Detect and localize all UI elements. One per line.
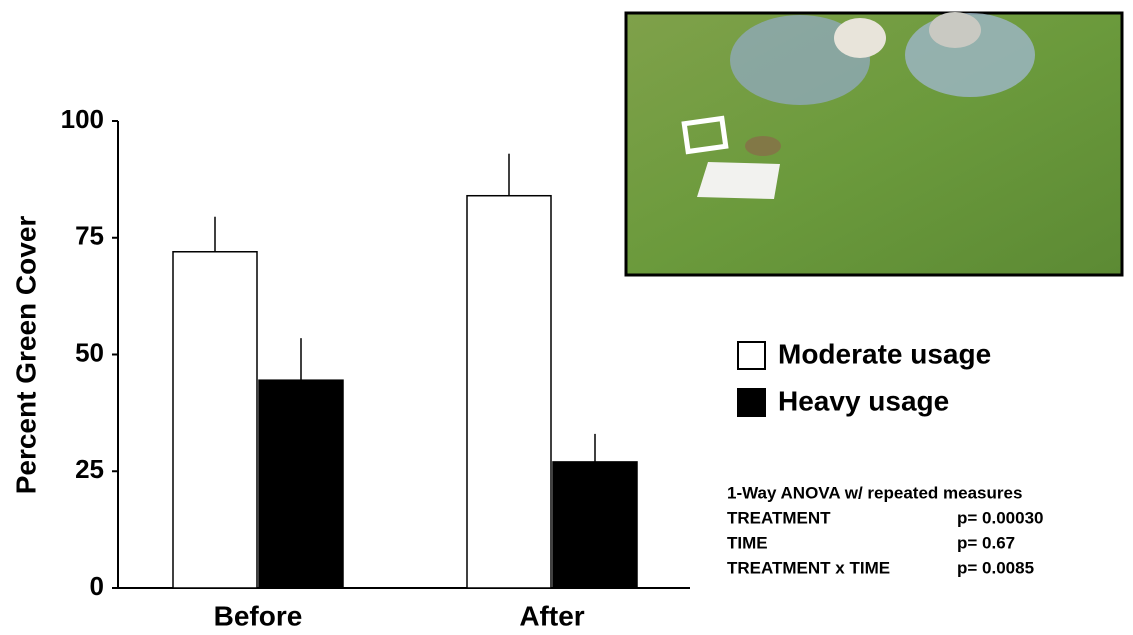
anova-factor: TREATMENT xyxy=(727,508,831,527)
bar xyxy=(466,194,552,589)
anova-p-value: p= 0.0085 xyxy=(957,558,1034,577)
anova-factor: TREATMENT x TIME xyxy=(727,558,890,577)
y-axis-label: Percent Green Cover xyxy=(10,216,41,495)
x-tick-label: Before xyxy=(214,600,303,631)
anova-block: 1-Way ANOVA w/ repeated measures xyxy=(727,483,1022,502)
y-tick-label: 100 xyxy=(61,104,104,134)
anova-factor: TIME xyxy=(727,533,768,552)
y-tick-label: 50 xyxy=(75,337,104,367)
bar xyxy=(552,461,638,589)
anova-p-value: p= 0.67 xyxy=(957,533,1015,552)
legend-label: Moderate usage xyxy=(778,338,991,369)
photo xyxy=(624,11,1124,277)
legend-swatch xyxy=(737,388,766,417)
y-tick-label: 0 xyxy=(90,571,104,601)
y-tick-label: 75 xyxy=(75,221,104,251)
bar xyxy=(172,251,258,589)
bar xyxy=(258,379,344,589)
x-tick-label: After xyxy=(519,600,584,631)
anova-p-value: p= 0.00030 xyxy=(957,508,1044,527)
y-tick-label: 25 xyxy=(75,454,104,484)
anova-title: 1-Way ANOVA w/ repeated measures xyxy=(727,483,1022,502)
legend-swatch xyxy=(737,341,766,370)
legend-label: Heavy usage xyxy=(778,385,949,416)
